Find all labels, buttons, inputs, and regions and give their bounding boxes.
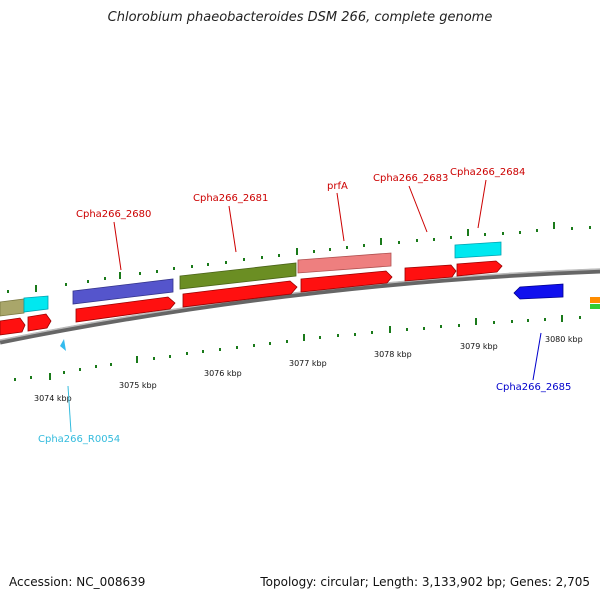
label-leaders xyxy=(67,179,542,433)
gene-feature-prfA xyxy=(297,252,392,274)
gene-feature-cyan-left xyxy=(23,295,49,313)
map-title: Chlorobium phaeobacteroides DSM 266, com… xyxy=(107,10,493,25)
gene-label-Cpha266_2680: Cpha266_2680 xyxy=(76,209,151,220)
feature-upper-lane xyxy=(0,241,502,317)
accession-text: Accession: NC_008639 xyxy=(9,575,146,589)
outer-ticks xyxy=(7,222,591,293)
gene-feature-Cpha266_2681 xyxy=(179,262,297,290)
ruler-label: 3076 kbp xyxy=(204,369,242,378)
gene-feature-Cpha266_R0054 xyxy=(60,339,66,351)
cds-arrow xyxy=(75,296,176,323)
gene-label-Cpha266_2685: Cpha266_2685 xyxy=(496,382,571,393)
gene-feature-olive-left xyxy=(0,298,25,317)
ruler-label: 3079 kbp xyxy=(460,342,498,351)
genome-summary-text: Topology: circular; Length: 3,133,902 bp… xyxy=(260,575,590,589)
gene-label-Cpha266_R0054: Cpha266_R0054 xyxy=(38,434,120,445)
cds-arrow xyxy=(182,280,298,308)
ruler-label: 3077 kbp xyxy=(289,359,327,368)
gene-feature-right-edge xyxy=(590,297,600,309)
gene-feature-Cpha266_2684-cyan xyxy=(454,241,502,259)
ruler-label: 3074 kbp xyxy=(34,394,72,403)
gene-label-Cpha266_2681: Cpha266_2681 xyxy=(193,193,268,204)
cds-arrow xyxy=(0,317,26,336)
cds-arrow xyxy=(27,313,52,332)
cds-arrow xyxy=(456,260,503,277)
gene-labels: Cpha266_2680 Cpha266_2681 prfA Cpha266_2… xyxy=(38,167,571,445)
genome-backbone-highlight xyxy=(0,268,600,341)
ruler-label: 3080 kbp xyxy=(545,335,583,344)
ruler-labels: 3074 kbp 3075 kbp 3076 kbp 3077 kbp 3078… xyxy=(34,335,583,403)
ruler-label: 3078 kbp xyxy=(374,350,412,359)
genome-backbone xyxy=(0,268,600,345)
gene-label-Cpha266_2683: Cpha266_2683 xyxy=(373,173,448,184)
cds-arrow xyxy=(404,264,457,282)
gene-label-prfA: prfA xyxy=(327,181,348,192)
inner-ticks xyxy=(14,315,581,381)
cds-arrow xyxy=(300,270,393,293)
cds-arrows xyxy=(0,260,503,336)
gene-feature-Cpha266_2680 xyxy=(72,278,174,305)
gene-label-Cpha266_2684: Cpha266_2684 xyxy=(450,167,525,178)
gene-feature-Cpha266_2685 xyxy=(513,283,564,300)
ruler-label: 3075 kbp xyxy=(119,381,157,390)
